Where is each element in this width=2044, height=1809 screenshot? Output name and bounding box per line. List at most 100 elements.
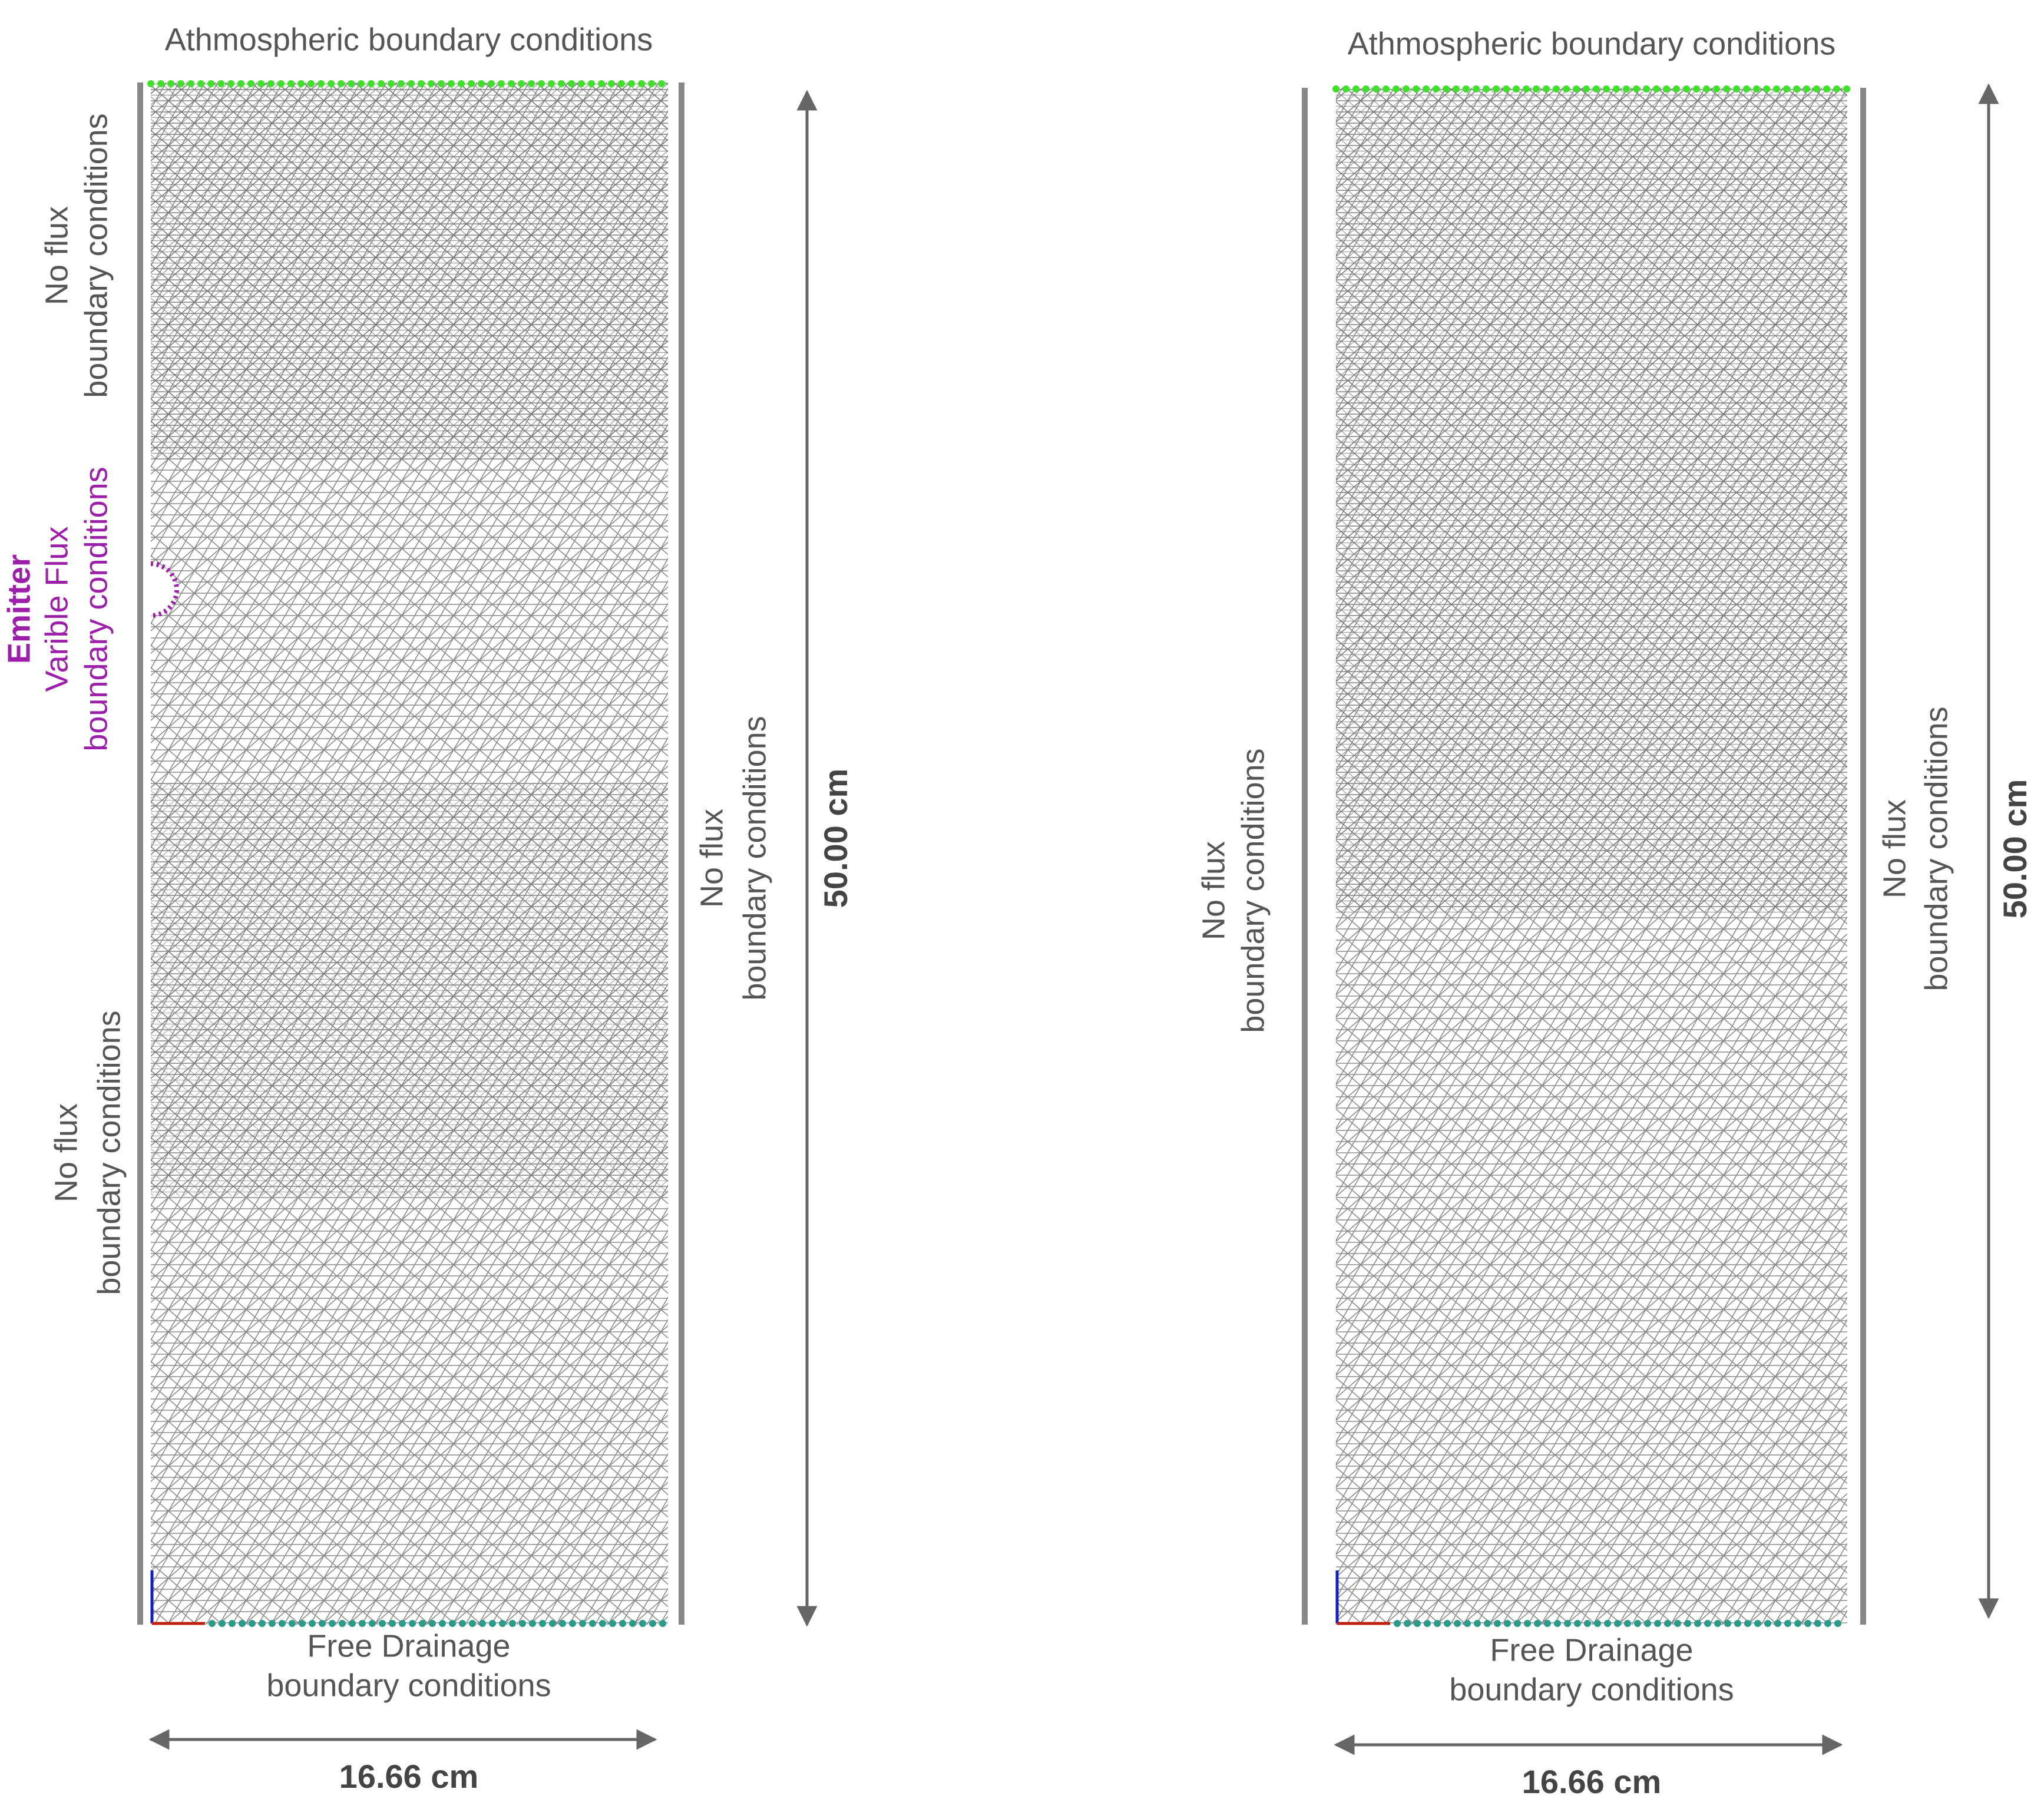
boundary-node [157, 80, 164, 87]
boundary-node [389, 1620, 396, 1627]
boundary-node [209, 1620, 216, 1627]
boundary-node [1413, 85, 1420, 92]
side-label: No flux [1196, 841, 1231, 940]
boundary-node [608, 80, 615, 87]
boundary-node [167, 80, 174, 87]
boundary-node [1824, 1620, 1831, 1627]
boundary-node [1703, 85, 1710, 92]
boundary-node [398, 80, 405, 87]
boundary-node [1574, 1620, 1581, 1627]
boundary-node [1683, 85, 1690, 92]
boundary-node [469, 1620, 476, 1627]
boundary-node [1654, 1620, 1661, 1627]
boundary-node [338, 80, 345, 87]
boundary-node [1543, 85, 1550, 92]
boundary-node [1774, 1620, 1781, 1627]
boundary-node [479, 1620, 486, 1627]
boundary-node [468, 80, 475, 87]
height-label: 50.00 cm [1996, 779, 2033, 919]
boundary-node [478, 80, 485, 87]
boundary-node [1454, 1620, 1461, 1627]
boundary-node [619, 1620, 626, 1627]
boundary-node [197, 80, 204, 87]
boundary-node [358, 80, 365, 87]
boundary-node [269, 1620, 276, 1627]
boundary-node [558, 80, 565, 87]
boundary-node [568, 80, 575, 87]
boundary-node [1382, 85, 1390, 92]
boundary-node [368, 80, 375, 87]
boundary-node [1403, 85, 1410, 92]
side-label: boundary conditions [91, 1010, 127, 1295]
bottom-label: boundary conditions [1449, 1672, 1734, 1707]
boundary-node [489, 1620, 496, 1627]
boundary-node [518, 80, 525, 87]
boundary-node [1744, 1620, 1751, 1627]
boundary-node [1613, 85, 1620, 92]
boundary-node [1693, 85, 1700, 92]
boundary-node [438, 80, 445, 87]
boundary-node [1332, 85, 1339, 92]
boundary-node [499, 1620, 506, 1627]
boundary-node [1564, 1620, 1571, 1627]
boundary-node [508, 80, 515, 87]
top-label: Athmospheric boundary conditions [165, 22, 653, 57]
boundary-node [257, 80, 264, 87]
boundary-node [1424, 1620, 1431, 1627]
boundary-node [519, 1620, 526, 1627]
boundary-node [1763, 85, 1770, 92]
boundary-node [267, 80, 274, 87]
boundary-node [589, 1620, 596, 1627]
boundary-node [1484, 1620, 1491, 1627]
boundary-node [1434, 1620, 1441, 1627]
boundary-node [578, 80, 585, 87]
boundary-node [1514, 1620, 1521, 1627]
boundary-node [249, 1620, 256, 1627]
boundary-node [639, 1620, 646, 1627]
boundary-node [1603, 85, 1610, 92]
boundary-node [289, 1620, 296, 1627]
boundary-node [1783, 85, 1790, 92]
boundary-node [539, 1620, 546, 1627]
boundary-node [259, 1620, 266, 1627]
emitter-label: boundary conditions [78, 467, 114, 751]
side-label: boundary conditions [737, 716, 772, 1000]
boundary-node [1352, 85, 1360, 92]
boundary-node [237, 80, 244, 87]
boundary-node [579, 1620, 586, 1627]
boundary-node [307, 80, 315, 87]
boundary-node [378, 80, 385, 87]
boundary-node [1754, 1620, 1761, 1627]
boundary-node [369, 1620, 376, 1627]
emitter-label: Emitter [1, 554, 37, 664]
boundary-node [1553, 85, 1560, 92]
boundary-node [1503, 85, 1510, 92]
boundary-node [1463, 85, 1470, 92]
bottom-label: Free Drainage [307, 1628, 510, 1664]
boundary-node [1544, 1620, 1551, 1627]
boundary-node [1593, 85, 1600, 92]
boundary-node [207, 80, 214, 87]
boundary-node [1633, 85, 1640, 92]
boundary-node [1704, 1620, 1711, 1627]
boundary-node [277, 80, 285, 87]
boundary-node [628, 80, 635, 87]
boundary-node [379, 1620, 386, 1627]
boundary-node [529, 1620, 536, 1627]
boundary-node [177, 80, 184, 87]
boundary-node [1643, 85, 1650, 92]
boundary-node [1494, 1620, 1501, 1627]
boundary-node [1423, 85, 1430, 92]
boundary-node [1834, 1620, 1841, 1627]
boundary-node [1464, 1620, 1471, 1627]
boundary-node [1663, 85, 1670, 92]
boundary-node [528, 80, 535, 87]
boundary-node [1393, 85, 1400, 92]
boundary-node [1803, 85, 1810, 92]
emitter [150, 561, 179, 618]
boundary-node [227, 80, 234, 87]
height-label: 50.00 cm [817, 769, 854, 908]
boundary-node [1573, 85, 1580, 92]
boundary-node [239, 1620, 246, 1627]
boundary-node [648, 80, 655, 87]
